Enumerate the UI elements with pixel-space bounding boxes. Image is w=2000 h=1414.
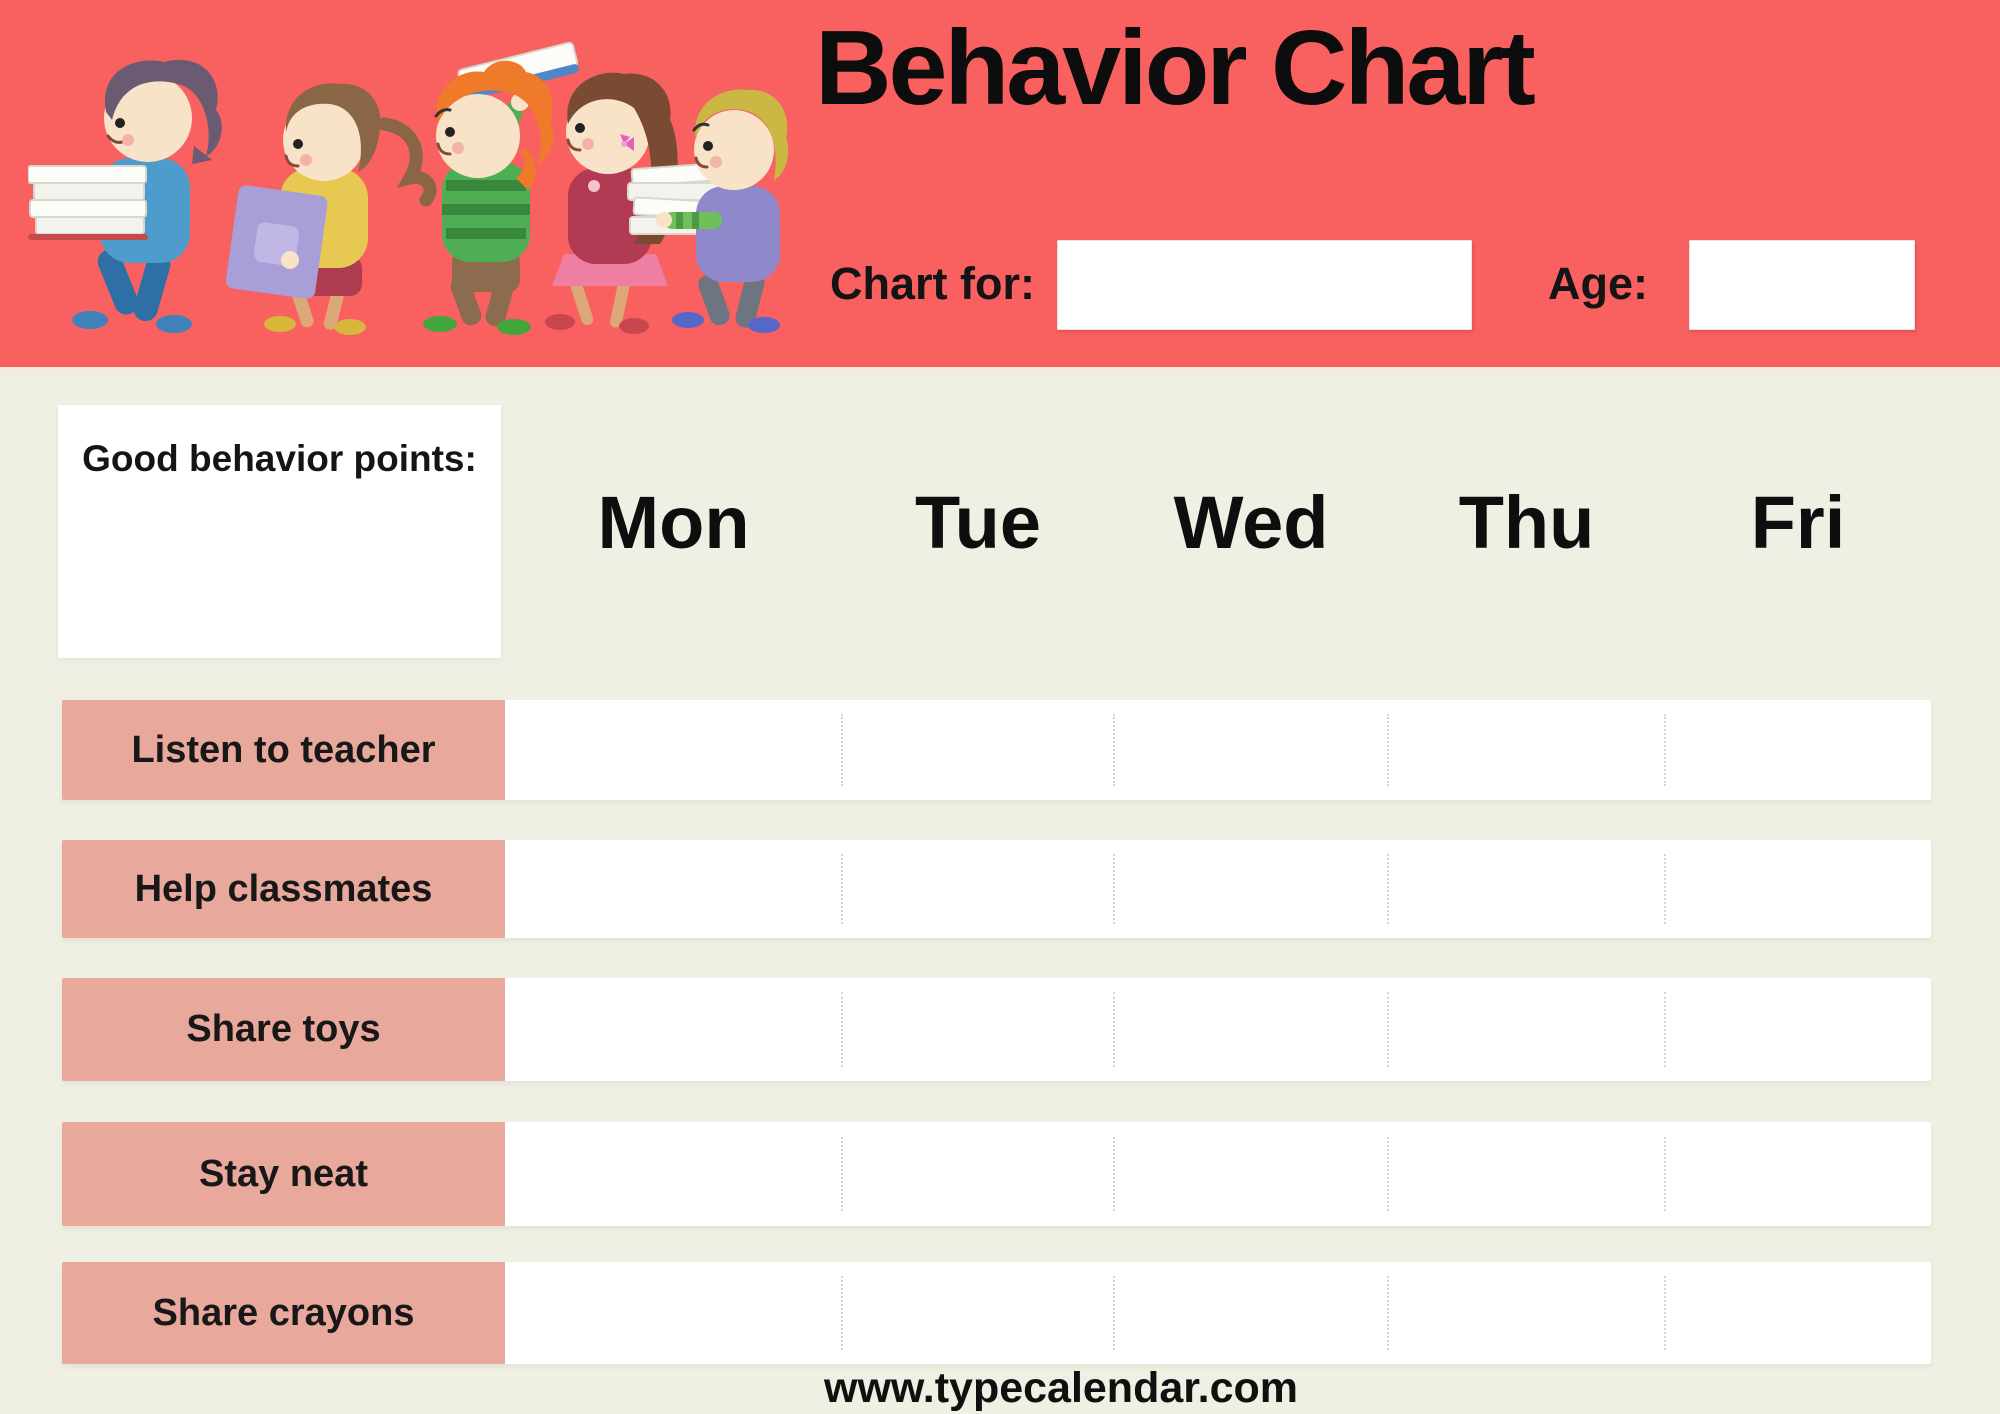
page-title: Behavior Chart [815, 9, 1536, 127]
point-cell[interactable] [1113, 1262, 1388, 1364]
point-cell[interactable] [505, 1122, 842, 1226]
day-header-tue: Tue [914, 481, 1042, 564]
point-cell[interactable] [1664, 1122, 1931, 1226]
day-header-mon: Mon [597, 481, 750, 564]
chart-for-input[interactable] [1057, 240, 1472, 330]
row-label: Share crayons [62, 1262, 505, 1364]
point-cell[interactable] [841, 700, 1114, 800]
book-stack-1 [28, 165, 148, 240]
chart-for-label: Chart for: [830, 258, 1035, 309]
row-cells [505, 978, 1931, 1081]
table-row: Stay neat [62, 1122, 1931, 1226]
age-label: Age: [1548, 258, 1648, 309]
day-header-fri: Fri [1750, 481, 1846, 564]
good-behavior-points-box: Good behavior points: [58, 405, 501, 658]
point-cell[interactable] [1113, 978, 1388, 1081]
table-row: Share toys [62, 978, 1931, 1081]
kids-carrying-books-illustration [28, 41, 788, 335]
folder [225, 185, 328, 299]
point-cell[interactable] [1113, 700, 1388, 800]
point-cell[interactable] [1387, 1122, 1665, 1226]
point-cell[interactable] [1387, 1262, 1665, 1364]
point-cell[interactable] [505, 700, 842, 800]
point-cell[interactable] [1387, 978, 1665, 1081]
point-cell[interactable] [1387, 840, 1665, 938]
kid-3 [423, 41, 579, 335]
point-cell[interactable] [1664, 978, 1931, 1081]
kid-5 [656, 89, 788, 333]
point-cell[interactable] [505, 840, 842, 938]
point-cell[interactable] [1387, 700, 1665, 800]
point-cell[interactable] [841, 978, 1114, 1081]
row-label: Listen to teacher [62, 700, 505, 800]
row-cells [505, 1262, 1931, 1364]
banner: Behavior Chart Chart for: Age: [0, 0, 2000, 373]
day-header-row: Mon Tue Wed Thu Fri [505, 460, 1931, 585]
kid-1 [28, 59, 222, 333]
point-cell[interactable] [1113, 1122, 1388, 1226]
point-cell[interactable] [505, 978, 842, 1081]
table-row: Share crayons [62, 1262, 1931, 1364]
point-cell[interactable] [1664, 840, 1931, 938]
row-cells [505, 840, 1931, 938]
footer: www.typecalendar.com [0, 1364, 2000, 1413]
point-cell[interactable] [505, 1262, 842, 1364]
point-cell[interactable] [841, 1122, 1114, 1226]
point-cell[interactable] [1664, 700, 1931, 800]
age-input[interactable] [1689, 240, 1915, 330]
good-behavior-points-label: Good behavior points: [82, 438, 477, 479]
point-cell[interactable] [1664, 1262, 1931, 1364]
point-cell[interactable] [841, 840, 1114, 938]
row-label: Stay neat [62, 1122, 505, 1226]
point-cell[interactable] [1113, 840, 1388, 938]
table-row: Listen to teacher [62, 700, 1931, 800]
point-cell[interactable] [841, 1262, 1114, 1364]
table-row: Help classmates [62, 840, 1931, 938]
day-header-wed: Wed [1173, 481, 1329, 564]
day-header-thu: Thu [1458, 481, 1595, 564]
row-cells [505, 1122, 1931, 1226]
row-cells [505, 700, 1931, 800]
row-label: Share toys [62, 978, 505, 1081]
kid-2 [225, 83, 437, 335]
website-url: www.typecalendar.com [824, 1364, 1298, 1412]
row-label: Help classmates [62, 840, 505, 938]
